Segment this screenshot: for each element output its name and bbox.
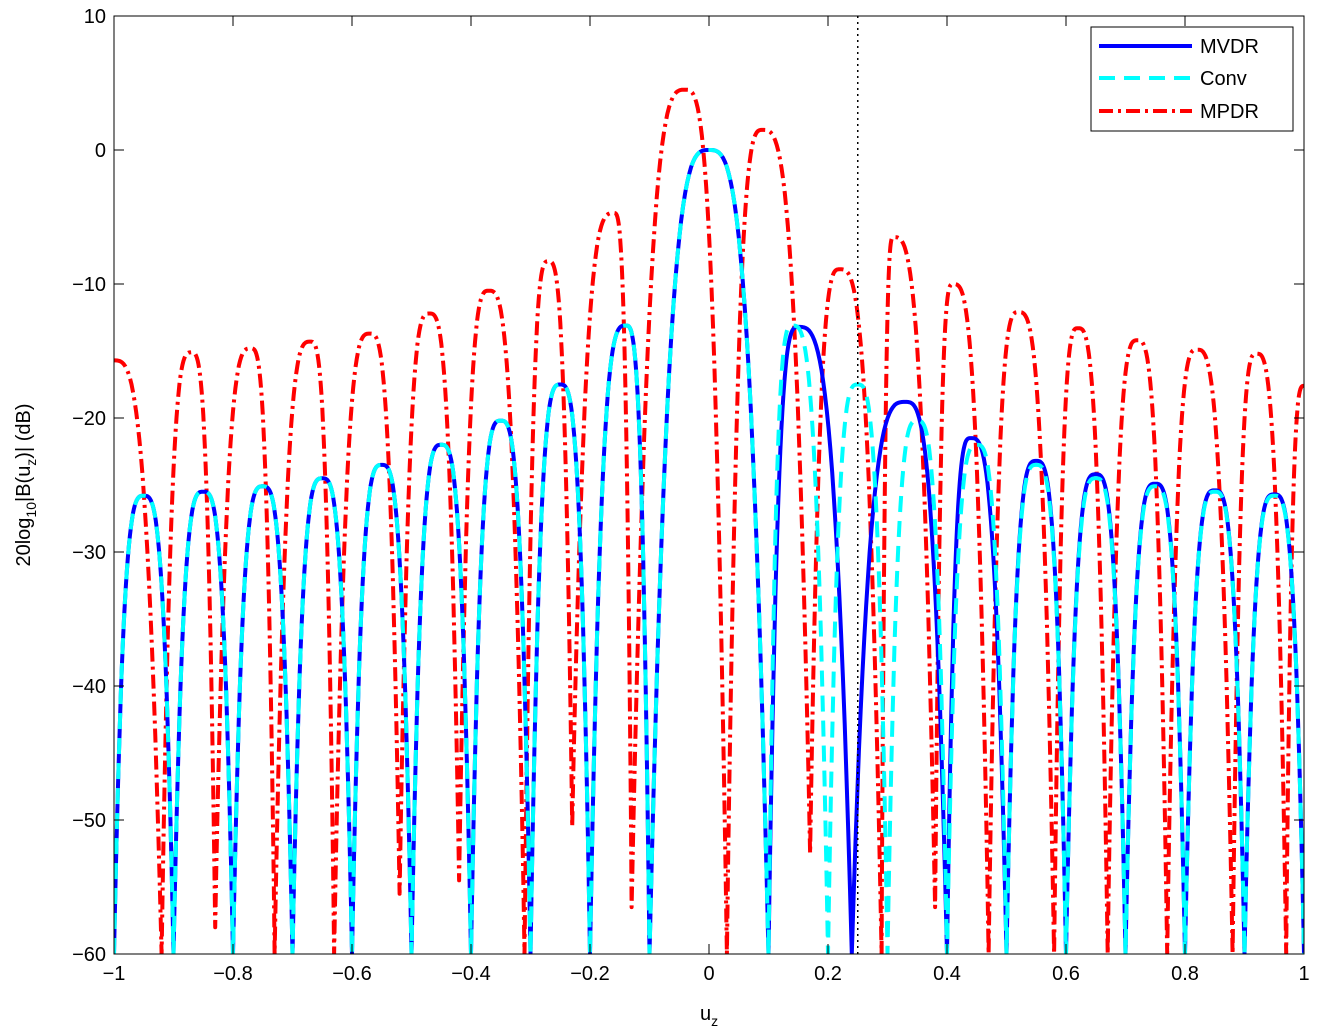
ticks-layer: −1 −0.8 −0.6 −0.4 −0.2 0 0.2 0.4 0.6 0.8 1 10 0 −10 −2…	[72, 6, 1310, 985]
x-tick-label: 0.2	[814, 963, 842, 985]
y-tick-label: −20	[72, 408, 106, 430]
y-tick-label: −50	[72, 810, 106, 832]
x-tick-label: −0.4	[451, 963, 490, 985]
legend-label-mpdr: MPDR	[1200, 101, 1259, 123]
x-tick-label: −1	[103, 963, 126, 985]
x-tick-label: 1	[1298, 963, 1309, 985]
y-tick-label: −30	[72, 542, 106, 564]
legend-label-mvdr: MVDR	[1200, 36, 1259, 58]
y-tick-label: −40	[72, 676, 106, 698]
x-axis-label: uz	[700, 1003, 718, 1029]
x-tick-label: 0	[703, 963, 714, 985]
x-tick-label: −0.8	[213, 963, 252, 985]
x-tick-label: 0.8	[1171, 963, 1199, 985]
series-line-mpdr	[114, 87, 1304, 954]
plot-area-background	[114, 16, 1304, 954]
series-layer	[114, 87, 1304, 954]
series-line-conv	[114, 148, 1304, 954]
legend-box	[1090, 26, 1294, 132]
x-axis-label-subscript: z	[711, 1013, 718, 1029]
x-tick-label: −0.6	[332, 963, 371, 985]
x-tick-label: 0.6	[1052, 963, 1080, 985]
y-tick-label: 0	[95, 140, 106, 162]
legend: MVDR Conv MPDR	[1090, 26, 1294, 132]
y-tick-label: 10	[84, 6, 106, 28]
x-tick-label: 0.4	[933, 963, 961, 985]
x-tick-label: −0.2	[570, 963, 609, 985]
y-tick-label: −60	[72, 944, 106, 966]
legend-label-conv: Conv	[1200, 68, 1247, 90]
y-axis-label: 20log10|B(uz)| (dB)	[13, 403, 39, 566]
y-tick-label: −10	[72, 274, 106, 296]
